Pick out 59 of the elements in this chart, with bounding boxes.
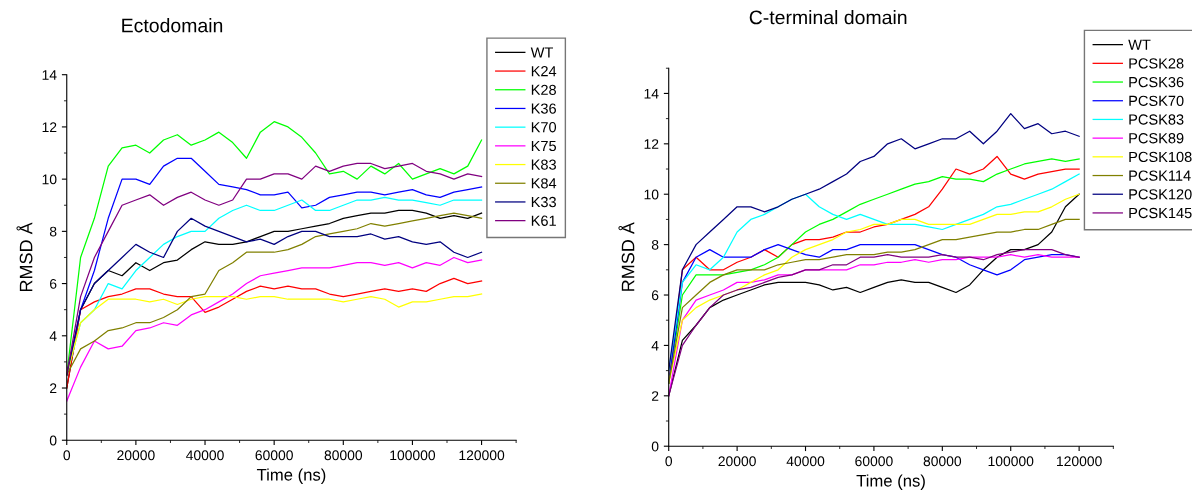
y-tick-label: 6: [651, 290, 659, 301]
x-tick-label: 120000: [459, 450, 505, 461]
legend-label: K75: [531, 140, 557, 152]
legend-label: PCSK120: [1129, 189, 1192, 200]
y-tick-label: 4: [651, 340, 659, 351]
x-tick-label: 60000: [855, 456, 893, 467]
y-tick-label: 8: [651, 239, 659, 250]
legend-label: K61: [531, 215, 556, 226]
x-tick-label: 40000: [786, 456, 825, 467]
legend-label: WT: [1128, 39, 1151, 50]
legend-label: K24: [531, 65, 557, 77]
legend-label: PCSK83: [1129, 114, 1184, 125]
legend-label: K33: [531, 196, 556, 208]
x-tick-label: 20000: [117, 450, 155, 461]
y-tick-label: 14: [644, 88, 659, 99]
legend-label: PCSK108: [1129, 151, 1192, 163]
x-tick-label: 100000: [390, 450, 436, 461]
legend-label: PCSK36: [1129, 76, 1184, 88]
y-tick-label: 14: [42, 70, 57, 80]
legend-label: PCSK28: [1129, 58, 1184, 69]
y-tick-label: 0: [49, 435, 57, 446]
x-axis-title: Time (ns): [256, 468, 326, 484]
line-series: [668, 112, 1080, 372]
x-tick-label: 0: [665, 456, 673, 467]
line-series: [66, 256, 483, 402]
legend-label: K83: [531, 159, 556, 170]
x-tick-label: 80000: [923, 456, 962, 467]
line-series: [66, 277, 483, 389]
legend-label: PCSK114: [1129, 170, 1191, 181]
legend-label: PCSK70: [1129, 95, 1184, 106]
y-axis-title: RMSD Å: [618, 222, 635, 291]
y-tick-label: 0: [651, 441, 659, 452]
y-tick-label: 12: [644, 139, 659, 149]
x-tick-label: 100000: [988, 456, 1034, 467]
y-tick-label: 4: [49, 331, 57, 341]
legend-label: WT: [530, 47, 554, 58]
y-tick-label: 10: [42, 174, 57, 185]
y-tick-label: 8: [49, 226, 57, 237]
legend-label: K70: [531, 122, 557, 133]
legend-label: PCSK145: [1129, 207, 1192, 219]
y-tick-label: 10: [644, 189, 659, 200]
legend-label: K84: [531, 178, 557, 189]
x-axis-title: Time (ns): [856, 474, 925, 490]
legend-label: PCSK89: [1129, 133, 1184, 144]
x-tick-label: 120000: [1057, 456, 1102, 467]
legend-label: K36: [531, 103, 556, 114]
x-tick-label: 20000: [718, 456, 756, 467]
y-tick-label: 6: [50, 278, 57, 289]
chart-title: C-terminal domain: [749, 10, 907, 25]
x-tick-label: 40000: [186, 450, 224, 461]
y-tick-label: 2: [50, 383, 57, 394]
y-tick-label: 12: [42, 122, 57, 132]
x-tick-label: 60000: [255, 450, 293, 461]
y-axis-title: RMSD Å: [16, 222, 33, 292]
legend-label: K28: [531, 84, 556, 96]
x-tick-label: 80000: [324, 450, 363, 461]
x-tick-label: 0: [63, 450, 71, 461]
chart-title: Ectodomain: [122, 18, 223, 33]
y-tick-label: 2: [651, 391, 659, 401]
